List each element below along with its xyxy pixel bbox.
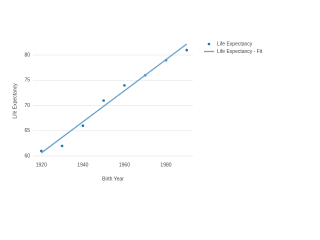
legend-label: Life Expectancy <box>217 41 253 47</box>
x-tick-label: 1940 <box>77 162 88 168</box>
chart: Birth Year Life Expectancy 60 65 70 75 80 192… <box>12 41 263 182</box>
point <box>60 144 64 148</box>
x-tick-label: 1920 <box>36 162 47 168</box>
y-tick-label: 75 <box>24 78 30 84</box>
fit-line <box>40 43 188 154</box>
legend-label: Life Expectancy - Fit <box>217 49 263 55</box>
y-tick-label: 60 <box>24 153 30 159</box>
y-tick-label: 80 <box>24 52 30 58</box>
point <box>123 84 126 87</box>
page: Birth Year Life Expectancy 60 65 70 75 80 192… <box>12 41 263 183</box>
legend-swatch <box>207 42 211 46</box>
point <box>102 99 105 102</box>
x-tick-label: 1980 <box>160 162 171 168</box>
x-axis-title: Birth Year <box>102 176 124 182</box>
point <box>81 124 85 128</box>
x-tick-label: 1960 <box>119 162 130 168</box>
y-axis-title: Life Expectancy <box>12 83 18 119</box>
y-tick-label: 65 <box>24 128 30 134</box>
point <box>40 149 43 153</box>
y-tick-label: 70 <box>24 103 30 109</box>
point <box>185 48 189 52</box>
